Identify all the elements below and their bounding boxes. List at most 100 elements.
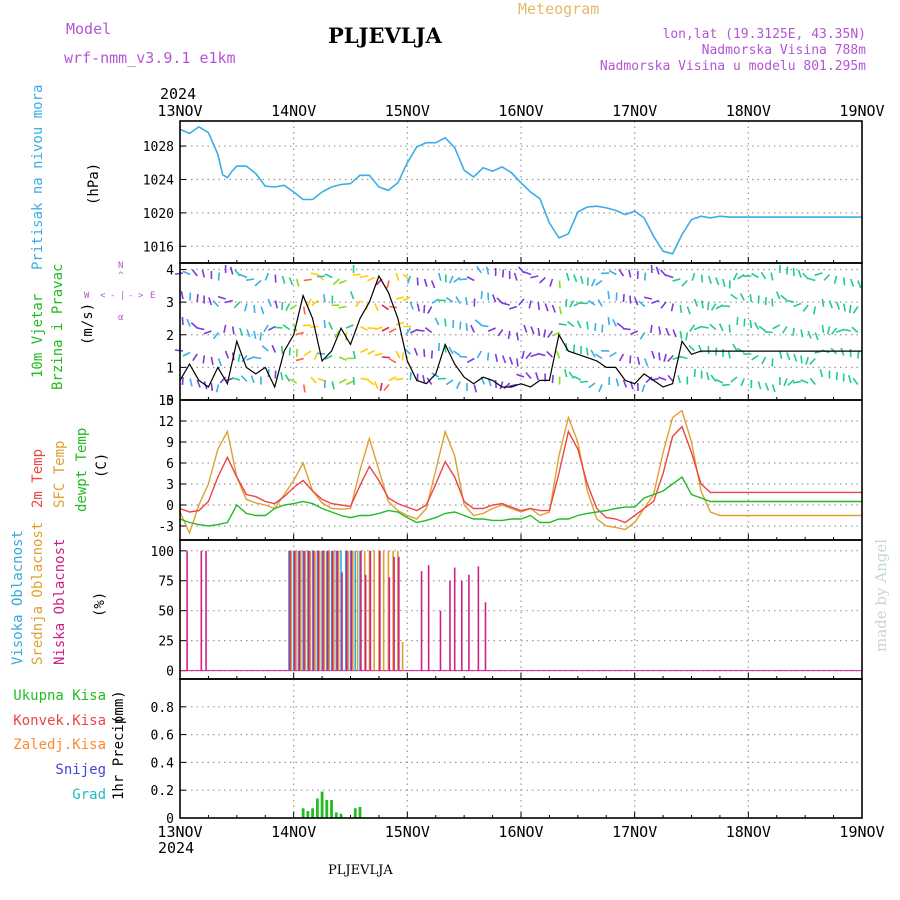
wind-arrow xyxy=(388,305,398,309)
wind-arrow xyxy=(594,322,597,332)
wind-arrow xyxy=(528,300,532,309)
wind-arrow xyxy=(516,358,519,367)
wind-arrow xyxy=(722,278,726,287)
wind-arrow xyxy=(622,327,631,331)
wind-legend-e: E xyxy=(150,291,155,301)
wind-arrow xyxy=(572,344,576,353)
wind-arrow xyxy=(174,272,184,275)
wind-arrow xyxy=(672,329,677,338)
wind-legend-alpha: α xyxy=(118,313,124,323)
wind-arrow xyxy=(405,327,411,336)
wind-arrow xyxy=(480,324,489,328)
wind-legend-left: < xyxy=(100,291,106,301)
wind-arrow xyxy=(295,278,300,287)
wind-arrow xyxy=(201,269,206,278)
wind-arrow xyxy=(660,269,667,277)
wind-arrow xyxy=(485,266,490,275)
wind-arrow xyxy=(842,303,846,312)
wind-arrow xyxy=(786,352,791,361)
wind-arrow xyxy=(263,324,269,333)
wind-arrow xyxy=(264,272,269,281)
wind-arrow xyxy=(231,326,235,335)
wind-arrow xyxy=(374,381,379,390)
wind-arrow xyxy=(422,375,426,384)
wind-arrow xyxy=(292,323,298,332)
wind-arrow xyxy=(630,330,639,336)
wind-arrow xyxy=(641,384,646,393)
wind-arrow xyxy=(501,355,507,364)
wind-arrow xyxy=(359,275,368,278)
wind-arrow xyxy=(749,319,753,329)
wind-arrow xyxy=(338,378,347,384)
wind-arrow xyxy=(643,296,653,300)
y-tick-label: 0.8 xyxy=(151,701,174,716)
wind-arrow xyxy=(660,301,667,309)
wind-arrow xyxy=(332,278,340,286)
wind-arrow xyxy=(594,353,603,360)
y-tick-label: 9 xyxy=(166,436,174,451)
wind-arrow xyxy=(246,329,251,338)
wind-arrow xyxy=(352,376,356,386)
date-label-bottom: 18NOV xyxy=(726,823,771,841)
wind-arrow xyxy=(629,355,632,364)
wind-arrow xyxy=(736,347,745,354)
wind-arrow xyxy=(622,293,625,303)
pressure-panel: 1016 1020 1024 1028 xyxy=(143,120,863,264)
wind-arrow xyxy=(638,300,646,308)
wind-arrow xyxy=(718,323,724,332)
wind-arrow xyxy=(212,332,220,340)
legend-grad: Grad xyxy=(72,787,106,803)
date-label-top: 18NOV xyxy=(726,102,771,120)
temp2m-line xyxy=(179,425,862,524)
wind-arrow xyxy=(445,297,454,303)
wind-arrow xyxy=(793,380,802,384)
wind-arrow xyxy=(842,328,851,332)
wind-arrow xyxy=(473,384,478,393)
wind-arrow xyxy=(667,374,674,383)
wind-arrow xyxy=(250,375,255,384)
wind-arrow xyxy=(423,348,426,358)
y-tick-label: 75 xyxy=(158,575,174,590)
wind-arrow xyxy=(715,378,724,384)
wind-arrow xyxy=(306,298,312,307)
sfc-temp-title: SFC Temp xyxy=(52,441,68,508)
precip-unit: (mm) xyxy=(111,690,127,724)
wind-arrow xyxy=(585,347,589,356)
y-tick-label: 0.6 xyxy=(151,729,174,744)
wind-arrow xyxy=(852,377,859,385)
wind-arrow xyxy=(334,330,340,339)
wind-arrow xyxy=(174,349,184,352)
wind-arrow xyxy=(758,325,767,332)
wind-arrow xyxy=(289,304,298,311)
wind-arrow xyxy=(771,298,774,307)
wind-arrow xyxy=(807,330,812,339)
wind-arrow xyxy=(388,376,397,382)
wind-arrow xyxy=(496,297,504,305)
wind-arrow xyxy=(710,374,717,382)
y-tick-label: 3 xyxy=(166,478,174,493)
wind-arrow xyxy=(760,271,767,280)
wind-arrow xyxy=(643,272,647,281)
wind-arrow xyxy=(576,320,582,329)
wind-arrow xyxy=(261,345,269,352)
wind-arrow xyxy=(546,350,553,358)
wind-arrow xyxy=(679,304,683,314)
wind-arrow xyxy=(424,326,433,334)
wind-arrow xyxy=(203,330,212,335)
wind-arrow xyxy=(239,273,248,279)
wind-arrow xyxy=(513,272,518,281)
wind-arrow xyxy=(663,353,667,362)
wind-arrow xyxy=(338,279,347,285)
wind-arrow xyxy=(409,301,414,310)
wind-arrow xyxy=(607,316,611,326)
wind-arrow xyxy=(350,291,355,300)
wind-arrow xyxy=(310,272,319,276)
wind-arrow xyxy=(217,272,221,281)
wind-arrow xyxy=(186,318,191,327)
wind-arrow xyxy=(672,278,681,282)
precip-title: 1hr Precip xyxy=(111,716,127,800)
wind-arrow xyxy=(558,306,563,315)
wind-arrow xyxy=(568,371,575,379)
wind-arrow xyxy=(217,295,226,300)
